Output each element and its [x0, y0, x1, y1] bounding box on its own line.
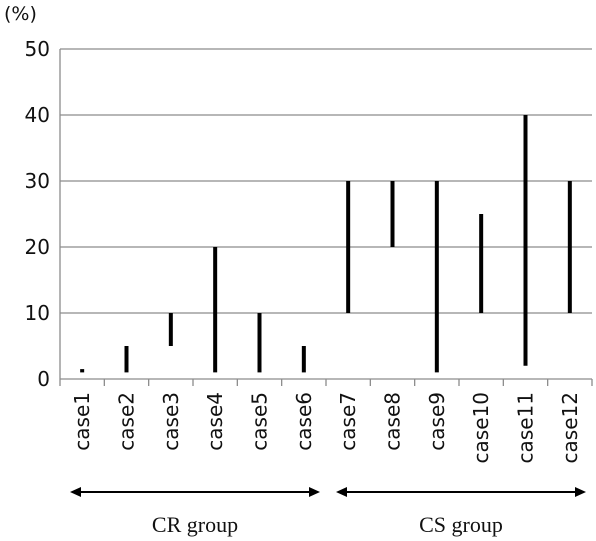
x-tick-label: case4	[203, 392, 227, 451]
x-tick-labels: case1 case2 case3 case4 case5 case6 case7 case8…	[70, 392, 582, 463]
y-tick-label: 10	[25, 301, 50, 325]
group-label: CS group	[419, 512, 503, 537]
x-tick-label: case1	[70, 392, 94, 451]
group-arrow-head-left	[70, 487, 81, 497]
x-tick-label: case10	[469, 392, 493, 463]
y-tick-label: 20	[25, 235, 50, 259]
x-axis	[59, 49, 593, 386]
group-annotations: CR group CS group	[70, 487, 586, 537]
y-tick-label: 30	[25, 169, 50, 193]
x-tick-label: case7	[336, 392, 360, 451]
y-tick-label: 40	[25, 103, 50, 127]
x-tick-label: case6	[292, 392, 316, 451]
y-unit-label: (%)	[4, 3, 37, 25]
y-tick-labels: 0 10 20 30 40 50	[25, 37, 50, 391]
grid-lines	[60, 48, 592, 314]
group-label: CR group	[152, 512, 238, 537]
y-tick-label: 50	[25, 37, 50, 61]
group-arrow-head-left	[336, 487, 347, 497]
x-tick-label: case5	[248, 392, 272, 451]
x-tick-label: case9	[425, 392, 449, 451]
group-arrow-head-right	[575, 487, 586, 497]
x-tick-label: case2	[115, 392, 139, 451]
x-tick-label: case3	[159, 392, 183, 451]
y-tick-label: 0	[37, 367, 50, 391]
group-arrow-head-right	[309, 487, 320, 497]
x-tick-label: case8	[381, 392, 405, 451]
x-tick-label: case11	[514, 392, 538, 463]
x-tick-label: case12	[558, 392, 582, 463]
range-bars	[80, 115, 572, 373]
